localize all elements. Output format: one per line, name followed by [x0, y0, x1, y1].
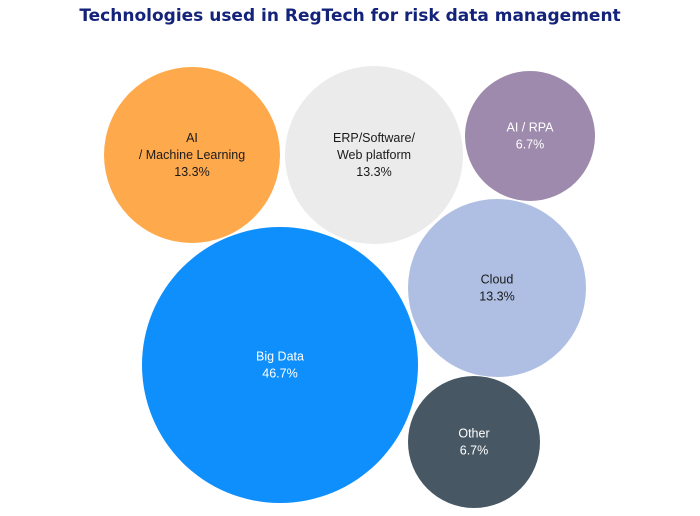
bubble-value-label: 6.7%: [460, 444, 489, 458]
bubble-circle-ai-rpa: [465, 71, 595, 201]
bubble-circle-ai-machine-learning: [104, 67, 280, 243]
bubble-category-label: ERP/Software/: [333, 131, 416, 145]
bubble-category-label: AI / RPA: [506, 121, 554, 135]
bubble-category-label: Cloud: [481, 273, 514, 287]
bubble-ai-rpa: AI / RPA 6.7%: [465, 71, 595, 201]
bubble-value-label: 13.3%: [479, 290, 514, 304]
bubble-category-label: Big Data: [256, 350, 304, 364]
bubble-erp-software-web-platform: ERP/Software/Web platform 13.3%: [285, 66, 463, 244]
bubble-value-label: 13.3%: [356, 165, 391, 179]
bubble-cloud: Cloud 13.3%: [408, 199, 586, 377]
bubble-circle-big-data: [142, 227, 418, 503]
bubble-ai-machine-learning: AI / Machine Learning 13.3%: [104, 67, 280, 243]
bubble-circle-cloud: [408, 199, 586, 377]
bubble-category-label: / Machine Learning: [139, 148, 245, 162]
chart-title: Technologies used in RegTech for risk da…: [79, 6, 621, 26]
bubble-value-label: 46.7%: [262, 367, 297, 381]
bubble-circle-other: [408, 376, 540, 508]
bubble-circle-erp-software-web-platform: [285, 66, 463, 244]
bubble-category-label: Web platform: [337, 148, 411, 162]
bubble-category-label: AI: [186, 131, 198, 145]
bubble-other: Other 6.7%: [408, 376, 540, 508]
bubble-category-label: Other: [458, 427, 489, 441]
bubble-value-label: 6.7%: [516, 138, 545, 152]
bubble-value-label: 13.3%: [174, 165, 209, 179]
bubble-big-data: Big Data 46.7%: [142, 227, 418, 503]
